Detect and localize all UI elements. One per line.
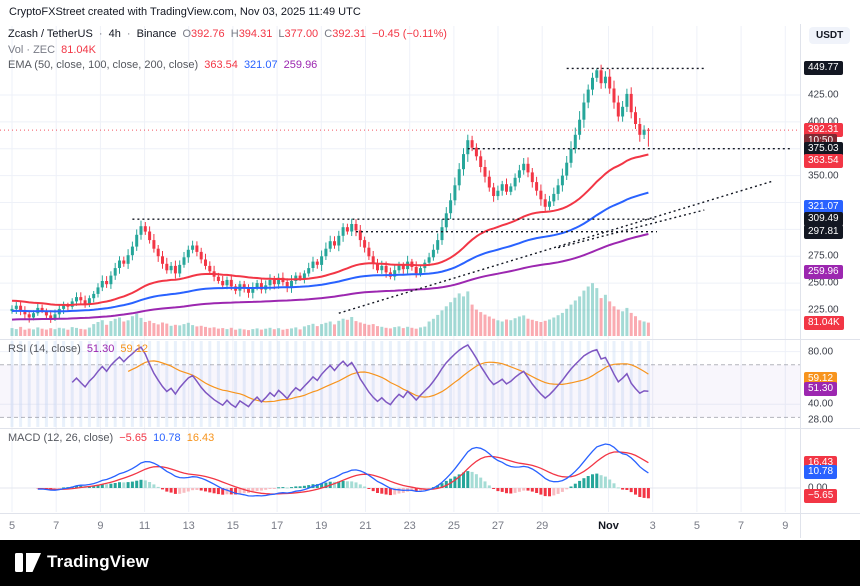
axis-label: 0.00 xyxy=(808,482,828,494)
ema200-value: 259.96 xyxy=(283,59,318,71)
volume-label: Vol · ZEC xyxy=(8,44,56,56)
axis-badge: 10.78 xyxy=(804,464,838,479)
axis-label: 80.00 xyxy=(808,346,834,358)
symbol-legend: Zcash / TetherUS · 4h · Binance O392.76 … xyxy=(8,28,447,40)
time-axis-label: 5 xyxy=(693,520,700,532)
axis-label: 275.00 xyxy=(808,250,839,262)
time-axis-label: 7 xyxy=(738,520,745,532)
axis-badge: 309.49 xyxy=(804,212,843,227)
axis-label: 400.00 xyxy=(808,116,839,128)
rsi-value: 51.30 xyxy=(86,343,115,355)
ema-lines xyxy=(11,153,649,321)
interval-label: 4h xyxy=(108,28,121,40)
time-axis-label: 9 xyxy=(97,520,104,532)
volume-bars xyxy=(10,283,650,337)
axis-badge: 392.31 xyxy=(804,123,843,138)
axis-badge: 81.04K xyxy=(804,315,844,330)
change-value: −0.45 (−0.11%) xyxy=(371,28,447,40)
macd-line-value: 10.78 xyxy=(153,432,181,444)
currency-badge: USDT xyxy=(809,27,851,44)
macd-signal-value: 16.43 xyxy=(186,432,215,444)
time-axis-label: 27 xyxy=(491,520,505,532)
chart-canvas[interactable] xyxy=(0,0,800,538)
axis-label: 425.00 xyxy=(808,89,839,101)
time-axis-label: 9 xyxy=(782,520,789,532)
rsi-pane xyxy=(0,344,800,418)
close-value: 392.31 xyxy=(332,28,366,40)
axis-badge: 375.03 xyxy=(804,141,843,156)
axis-badge: 321.07 xyxy=(804,199,843,214)
time-axis-label: 15 xyxy=(226,520,240,532)
axis-label: 40.00 xyxy=(808,398,834,410)
high-value: 394.31 xyxy=(238,28,273,40)
time-axis-label: 11 xyxy=(138,520,151,532)
ema50-value: 363.54 xyxy=(204,59,238,71)
brand-name: TradingView xyxy=(47,552,150,571)
time-axis-label: 5 xyxy=(8,520,16,532)
macd-hist-value: −5.65 xyxy=(119,432,148,444)
time-axis-label: Nov xyxy=(598,520,619,532)
exchange-label: Binance xyxy=(136,28,177,40)
open-value: 392.76 xyxy=(191,28,225,40)
rsi-ma-line xyxy=(127,360,649,403)
price-axis[interactable]: USDT 425.00 400.00 350.00 275.00 250.00 225.0… xyxy=(800,24,860,538)
header-bar: CryptoFXStreet created with TradingView.… xyxy=(0,0,860,24)
macd-pane xyxy=(36,443,650,499)
ema-label: EMA (50, close, 100, close, 200, close) xyxy=(8,59,199,71)
axis-badge: 297.81 xyxy=(804,224,843,239)
grid-layer xyxy=(0,26,800,512)
pane-separator[interactable] xyxy=(0,339,860,340)
axis-badge: 51.30 xyxy=(804,382,838,397)
time-axis-label: 13 xyxy=(182,520,195,532)
symbol-name: Zcash / TetherUS xyxy=(8,28,93,40)
rsi-legend: RSI (14, close) 51.30 59.12 xyxy=(8,343,151,355)
header-title: CryptoFXStreet created with TradingView.… xyxy=(9,6,361,18)
axis-label: 350.00 xyxy=(808,170,839,182)
rsi-ma-value: 59.12 xyxy=(120,343,148,355)
time-axis-label: 7 xyxy=(53,520,60,532)
tradingview-logo-icon xyxy=(15,553,41,572)
time-axis-label: 3 xyxy=(649,520,656,532)
axis-label: 250.00 xyxy=(808,277,839,289)
pane-separator[interactable] xyxy=(0,428,860,429)
rsi-label: RSI (14, close) xyxy=(8,343,81,355)
axis-label: 28.00 xyxy=(808,414,834,426)
axis-badge: 259.96 xyxy=(804,265,843,280)
time-axis-label: 17 xyxy=(270,520,284,532)
time-axis-label: 19 xyxy=(315,520,328,532)
time-axis-border xyxy=(0,513,860,514)
axis-badge: 449.77 xyxy=(804,61,843,76)
trendline-drawings[interactable] xyxy=(132,67,791,314)
macd-label: MACD (12, 26, close) xyxy=(8,432,114,444)
close-label: C xyxy=(324,28,333,40)
candles-layer xyxy=(10,64,650,323)
axis-badge: −5.65 xyxy=(804,489,838,504)
rsi-line xyxy=(71,344,649,409)
time-axis-label: 21 xyxy=(359,520,372,532)
volume-value: 81.04K xyxy=(61,44,97,56)
axis-badge: 363.54 xyxy=(804,154,843,169)
volume-legend: Vol · ZEC 81.04K xyxy=(8,44,99,56)
low-value: 377.00 xyxy=(284,28,319,40)
low-label: L xyxy=(278,28,285,40)
time-axis[interactable]: 5 7 9 11 13 15 17 19 21 23 25 27 29 Nov 3 5 7 9 xyxy=(0,513,800,538)
axis-label: 225.00 xyxy=(808,304,839,316)
time-axis-label: 25 xyxy=(447,520,461,532)
rsi-background-stripes xyxy=(10,341,650,427)
high-label: H xyxy=(230,28,239,40)
time-axis-label: 23 xyxy=(403,520,416,532)
macd-legend: MACD (12, 26, close) −5.65 10.78 16.43 xyxy=(8,432,217,444)
macd-signal-line xyxy=(37,451,649,495)
macd-line xyxy=(37,443,649,497)
open-label: O xyxy=(182,28,192,40)
footer-bar: TradingView xyxy=(0,540,860,586)
ema-legend: EMA (50, close, 100, close, 200, close) … xyxy=(8,59,320,71)
ema100-value: 321.07 xyxy=(243,59,278,71)
time-axis-label: 29 xyxy=(536,520,549,532)
